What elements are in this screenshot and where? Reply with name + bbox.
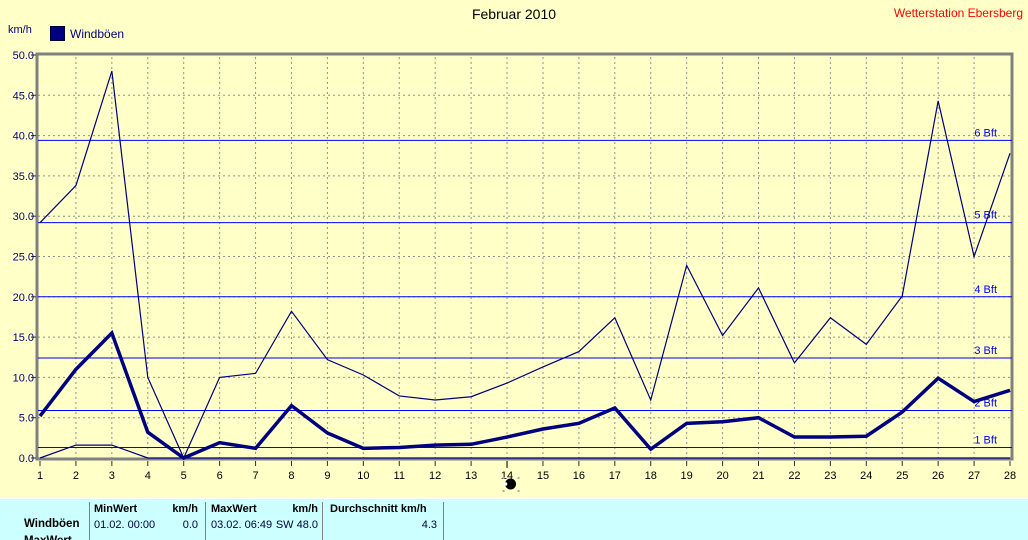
legend-swatch-icon [50,26,65,41]
min-series-line [39,444,1010,459]
durchschnitt-header: Durchschnitt km/h [330,503,427,515]
maxwert-header: MaxWert [211,503,257,515]
y-axis-unit-label: km/h [8,24,32,36]
svg-text:11: 11 [394,470,405,482]
svg-text:24: 24 [860,470,872,482]
svg-text:7: 7 [252,470,258,482]
svg-text:8: 8 [288,470,294,482]
svg-text:13: 13 [465,470,477,482]
svg-text:1: 1 [37,470,43,482]
minwert-value: 0.0 [182,519,198,531]
moon-phase-marker[interactable] [502,461,520,492]
svg-text:20.0: 20.0 [13,292,34,304]
table-separator [322,502,323,540]
svg-text:5 Bft: 5 Bft [974,210,997,222]
table-separator [89,502,90,540]
svg-text:16: 16 [573,470,585,482]
axis-labels: 0.0 5.0 10.0 15.0 20.0 25.0 30.0 35.0 40.0 45.0 50… [13,50,1017,482]
svg-text:35.0: 35.0 [13,171,34,183]
svg-text:20: 20 [716,470,728,482]
svg-text:18: 18 [645,470,657,482]
svg-text:9: 9 [324,470,330,482]
table-row-label: Windböen [24,518,80,530]
maxwert-value: SW 48.0 [275,519,318,531]
table-next-row-label-clipped: MaxWert [24,535,72,540]
legend: Windböen [50,26,124,41]
durchschnitt-value: 4.3 [421,519,437,531]
svg-text:25.0: 25.0 [13,252,34,264]
stats-table: Windböen MinWert km/h 01.02. 00:00 0.0 M… [0,498,1028,540]
data-series [38,70,1011,460]
plot-frame [35,52,1014,461]
minwert-datetime: 01.02. 00:00 [94,519,156,531]
svg-text:12: 12 [429,470,441,482]
svg-text:45.0: 45.0 [13,90,34,102]
minwert-unit-header: km/h [172,503,198,515]
maxwert-datetime: 03.02. 06:49 [211,519,273,531]
svg-text:17: 17 [609,470,621,482]
svg-text:4: 4 [145,470,151,482]
table-separator [205,502,206,540]
svg-text:4 Bft: 4 Bft [974,284,997,296]
svg-text:19: 19 [681,470,693,482]
svg-text:21: 21 [752,470,764,482]
svg-text:0.0: 0.0 [19,453,34,465]
gridlines [38,57,1012,458]
svg-text:3 Bft: 3 Bft [974,345,997,357]
svg-text:26: 26 [932,470,944,482]
svg-text:10.0: 10.0 [13,372,34,384]
svg-text:10: 10 [357,470,369,482]
legend-label: Windböen [70,26,125,41]
svg-text:15.0: 15.0 [13,332,34,344]
avg-series-line [38,329,1011,460]
svg-text:25: 25 [896,470,908,482]
svg-text:5.0: 5.0 [19,413,34,425]
svg-text:28: 28 [1004,470,1016,482]
minwert-header: MinWert [94,503,138,515]
station-name: Wetterstation Ebersberg [893,6,1023,20]
table-separator [443,502,444,540]
max-series-line [39,70,1011,460]
svg-text:2: 2 [73,470,79,482]
maxwert-unit-header: km/h [292,503,318,515]
svg-text:6: 6 [217,470,223,482]
svg-text:23: 23 [824,470,836,482]
chart-title: Februar 2010 [471,6,557,22]
svg-text:3: 3 [109,470,115,482]
svg-text:1 Bft: 1 Bft [974,435,997,447]
svg-text:30.0: 30.0 [13,211,34,223]
svg-text:22: 22 [788,470,800,482]
svg-text:15: 15 [537,470,549,482]
svg-text:6 Bft: 6 Bft [974,127,997,139]
svg-text:27: 27 [968,470,980,482]
svg-text:50.0: 50.0 [13,50,34,62]
svg-text:5: 5 [181,470,187,482]
svg-text:40.0: 40.0 [13,131,34,143]
